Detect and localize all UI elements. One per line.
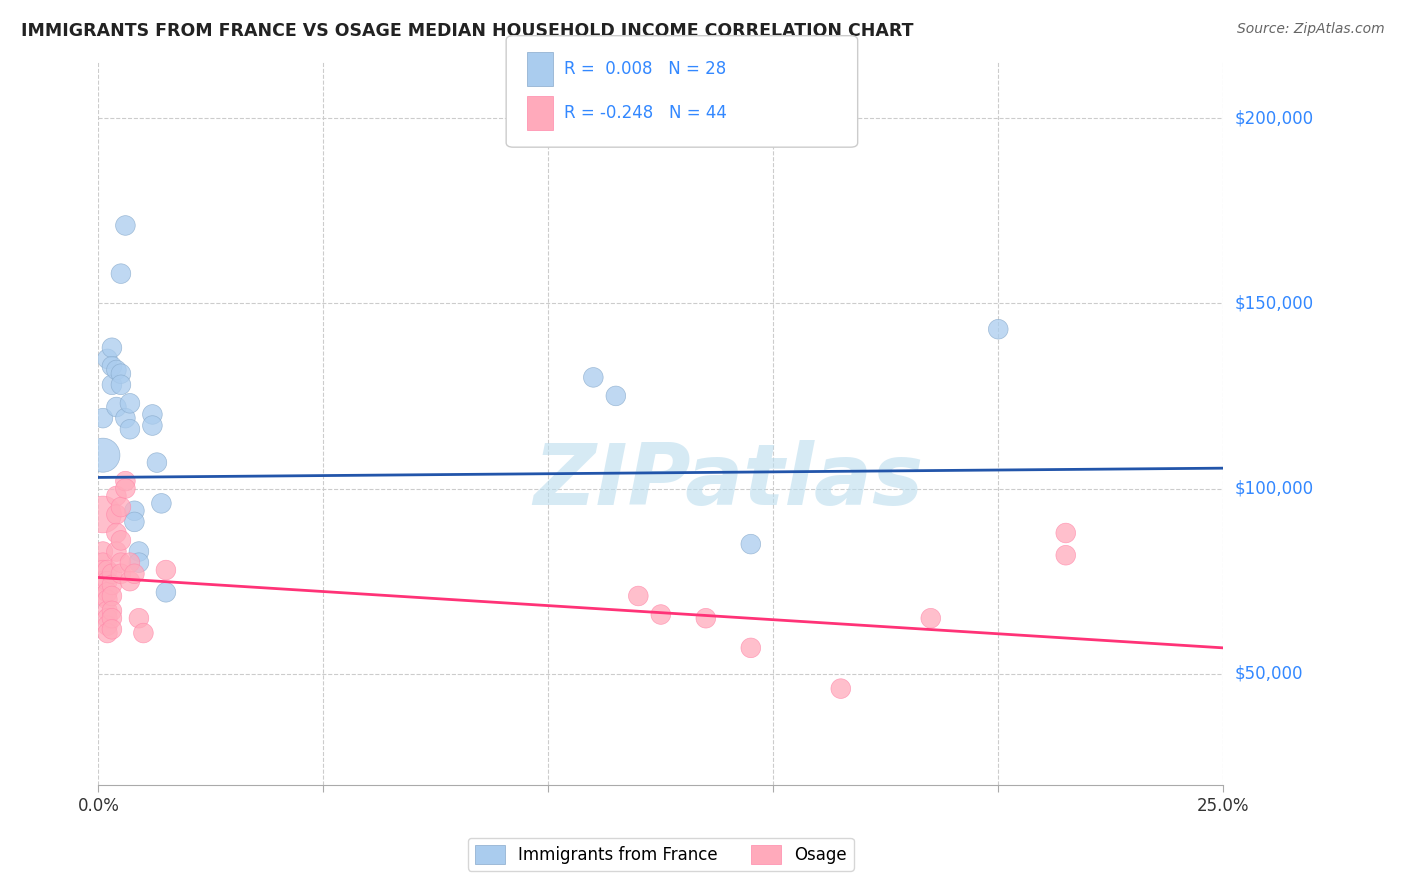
Point bbox=[91, 448, 114, 462]
Point bbox=[105, 526, 128, 541]
Point bbox=[155, 563, 177, 577]
Point bbox=[96, 592, 118, 607]
Point bbox=[1054, 526, 1077, 541]
Point bbox=[101, 578, 124, 592]
Point bbox=[105, 400, 128, 414]
Point bbox=[132, 626, 155, 640]
Point bbox=[96, 618, 118, 632]
Point bbox=[114, 219, 136, 233]
Point bbox=[740, 537, 762, 551]
Point bbox=[105, 508, 128, 522]
Point bbox=[91, 556, 114, 570]
Point bbox=[695, 611, 717, 625]
Point bbox=[110, 566, 132, 581]
Point bbox=[128, 611, 150, 625]
Point bbox=[96, 611, 118, 625]
Point bbox=[101, 377, 124, 392]
Legend: Immigrants from France, Osage: Immigrants from France, Osage bbox=[468, 838, 853, 871]
Point bbox=[141, 418, 163, 433]
Point bbox=[91, 574, 114, 589]
Point bbox=[91, 544, 114, 558]
Point bbox=[114, 411, 136, 425]
Point bbox=[96, 626, 118, 640]
Point bbox=[110, 377, 132, 392]
Point bbox=[650, 607, 672, 622]
Point bbox=[118, 574, 141, 589]
Point bbox=[101, 566, 124, 581]
Point bbox=[124, 515, 146, 529]
Point bbox=[605, 389, 627, 403]
Point bbox=[150, 496, 173, 510]
Text: R = -0.248   N = 44: R = -0.248 N = 44 bbox=[564, 104, 727, 122]
Text: $200,000: $200,000 bbox=[1234, 109, 1313, 127]
Point bbox=[105, 363, 128, 377]
Point bbox=[110, 367, 132, 381]
Point bbox=[91, 411, 114, 425]
Point bbox=[91, 508, 114, 522]
Point bbox=[987, 322, 1010, 336]
Point bbox=[114, 474, 136, 488]
Point bbox=[105, 544, 128, 558]
Point bbox=[141, 408, 163, 422]
Point bbox=[155, 585, 177, 599]
Point bbox=[96, 604, 118, 618]
Point bbox=[128, 556, 150, 570]
Text: IMMIGRANTS FROM FRANCE VS OSAGE MEDIAN HOUSEHOLD INCOME CORRELATION CHART: IMMIGRANTS FROM FRANCE VS OSAGE MEDIAN H… bbox=[21, 22, 914, 40]
Text: $150,000: $150,000 bbox=[1234, 294, 1313, 312]
Point bbox=[101, 611, 124, 625]
Text: R =  0.008   N = 28: R = 0.008 N = 28 bbox=[564, 60, 725, 78]
Point bbox=[740, 640, 762, 655]
Point bbox=[128, 544, 150, 558]
Text: $50,000: $50,000 bbox=[1234, 665, 1303, 682]
Point bbox=[124, 566, 146, 581]
Point bbox=[105, 489, 128, 503]
Text: Source: ZipAtlas.com: Source: ZipAtlas.com bbox=[1237, 22, 1385, 37]
Point bbox=[582, 370, 605, 384]
Point bbox=[96, 351, 118, 366]
Point bbox=[118, 422, 141, 436]
Point bbox=[101, 589, 124, 603]
Point bbox=[110, 500, 132, 514]
Point bbox=[830, 681, 852, 696]
Text: ZIPatlas: ZIPatlas bbox=[533, 440, 924, 523]
Point bbox=[101, 359, 124, 374]
Point bbox=[110, 267, 132, 281]
Point bbox=[110, 556, 132, 570]
Point bbox=[101, 623, 124, 637]
Point bbox=[91, 563, 114, 577]
Point bbox=[101, 341, 124, 355]
Point bbox=[118, 556, 141, 570]
Point bbox=[101, 604, 124, 618]
Point bbox=[114, 482, 136, 496]
Point bbox=[96, 574, 118, 589]
Point bbox=[627, 589, 650, 603]
Point bbox=[110, 533, 132, 548]
Point bbox=[1054, 548, 1077, 562]
Point bbox=[146, 456, 169, 470]
Point bbox=[920, 611, 942, 625]
Point bbox=[118, 396, 141, 410]
Point bbox=[124, 504, 146, 518]
Text: $100,000: $100,000 bbox=[1234, 480, 1313, 498]
Point bbox=[91, 589, 114, 603]
Point bbox=[96, 563, 118, 577]
Point bbox=[96, 585, 118, 599]
